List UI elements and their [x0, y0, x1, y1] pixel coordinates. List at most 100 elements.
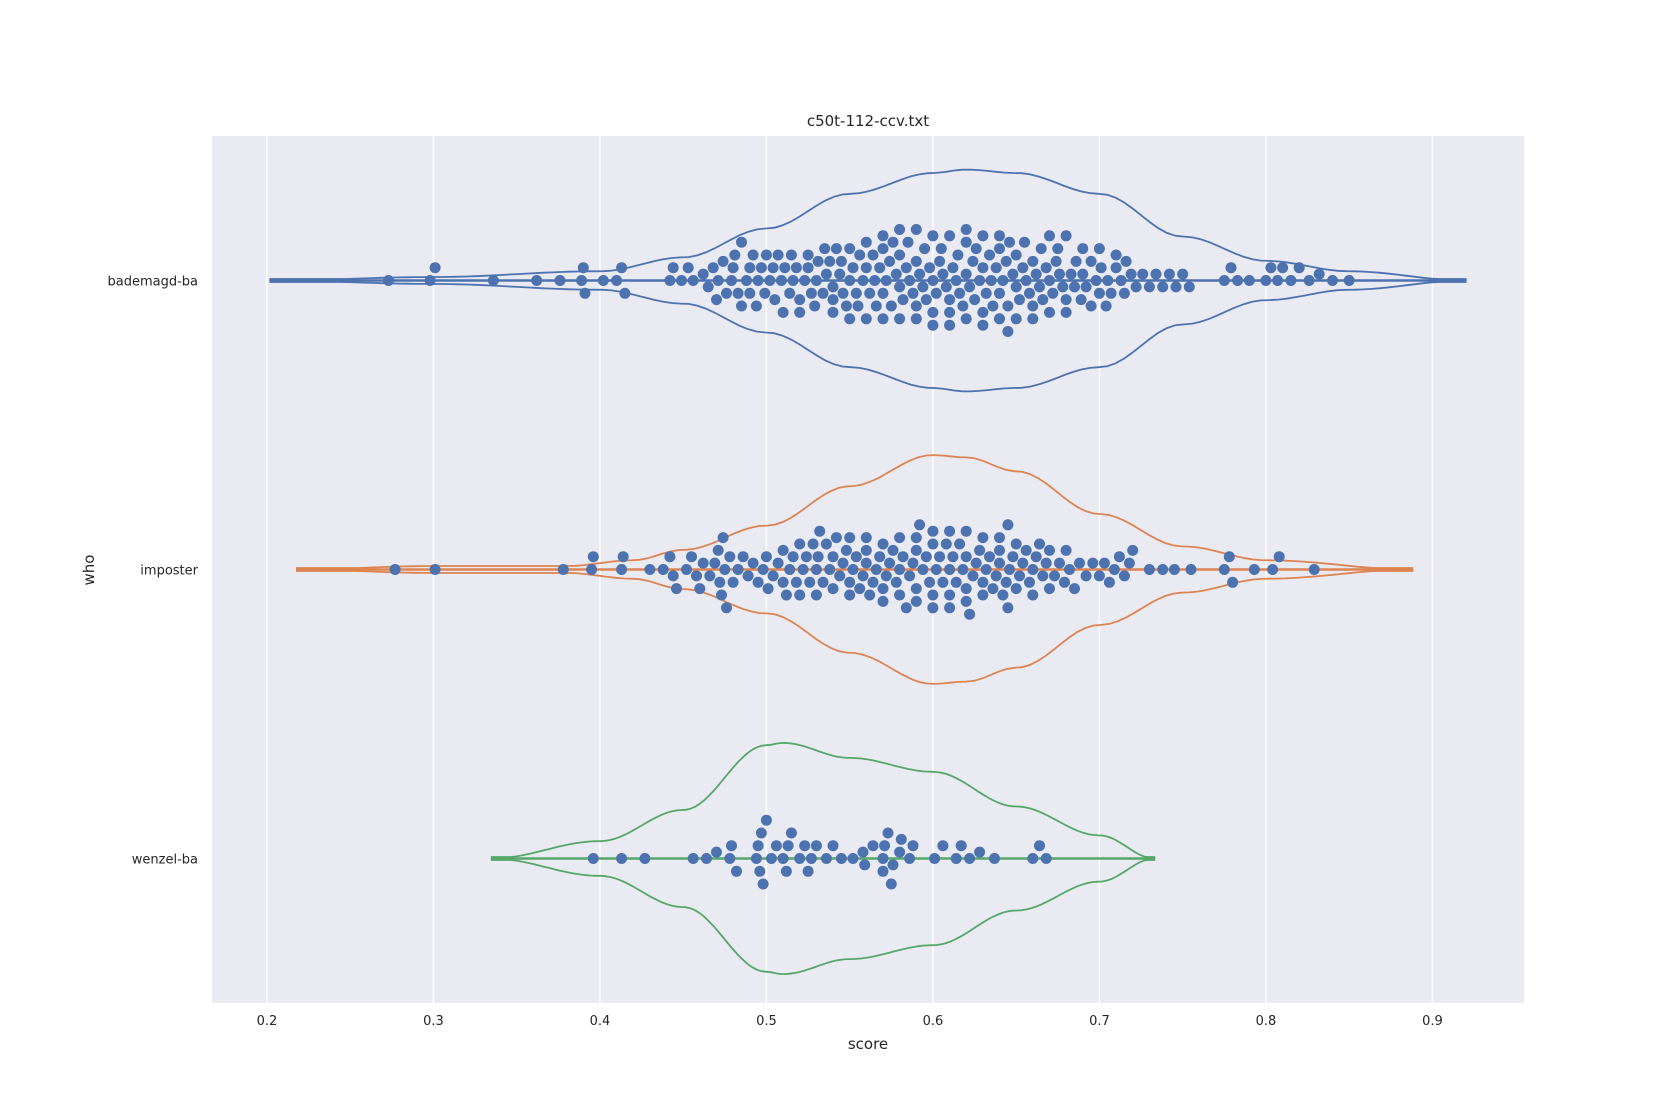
swarm-point	[1002, 300, 1014, 312]
swarm-point	[744, 262, 756, 274]
swarm-point	[782, 840, 794, 852]
swarm-point	[885, 878, 897, 890]
swarm-point	[834, 570, 846, 582]
swarm-point	[869, 275, 881, 286]
swarm-point	[1060, 544, 1072, 556]
swarm-point	[1007, 268, 1019, 280]
swarm-point	[737, 551, 749, 563]
swarm-point	[1102, 275, 1114, 286]
swarm-point	[914, 519, 926, 531]
swarm-point	[807, 538, 819, 550]
swarm-point	[927, 319, 939, 331]
swarm-point	[597, 275, 609, 286]
swarm-point	[1260, 275, 1272, 286]
swarm-point	[1010, 583, 1022, 595]
swarm-point	[1027, 564, 1039, 575]
swarm-point	[954, 287, 966, 299]
swarm-point	[1020, 544, 1032, 556]
swarm-point	[487, 275, 499, 286]
swarm-point	[934, 255, 946, 267]
swarm-point	[987, 583, 999, 595]
swarm-point	[910, 544, 922, 556]
swarm-point	[819, 243, 831, 255]
swarm-point	[687, 853, 699, 864]
swarm-point	[1034, 281, 1045, 293]
x-tick-label: 0.7	[1089, 1014, 1110, 1029]
swarm-point	[767, 262, 779, 274]
swarm-point	[967, 570, 979, 582]
swarm-point	[1085, 255, 1097, 267]
swarm-point	[797, 564, 809, 575]
swarm-point	[820, 853, 832, 864]
swarm-point	[554, 275, 566, 286]
swarm-point	[994, 230, 1005, 242]
swarm-point	[844, 243, 856, 255]
swarm-point	[1050, 255, 1062, 267]
swarm-point	[760, 249, 772, 261]
swarm-point	[812, 551, 824, 563]
swarm-point	[1044, 306, 1055, 318]
swarm-point	[935, 243, 947, 255]
swarm-point	[694, 583, 706, 595]
swarm-point	[957, 300, 969, 312]
swarm-point	[1100, 300, 1112, 312]
swarm-point	[1010, 313, 1022, 325]
swarm-point	[984, 249, 995, 261]
swarm-point	[985, 275, 997, 286]
chart-title: c50t-112-ccv.txt	[807, 112, 929, 130]
swarm-point	[1069, 583, 1080, 595]
swarm-point	[1044, 230, 1055, 242]
swarm-point	[707, 262, 719, 274]
swarm-point	[847, 564, 859, 575]
swarm-point	[944, 306, 956, 318]
swarm-point	[1093, 570, 1105, 582]
swarm-point	[834, 268, 846, 280]
swarm-point	[1087, 557, 1099, 569]
swarm-point	[1185, 564, 1197, 575]
swarm-point	[1074, 557, 1085, 569]
swarm-point	[904, 275, 916, 286]
swarm-point	[1027, 255, 1039, 267]
swarm-point	[997, 275, 1009, 286]
swarm-point	[772, 557, 784, 569]
swarm-point	[697, 268, 709, 280]
swarm-point	[1120, 255, 1132, 267]
swarm-point	[1080, 570, 1092, 582]
swarm-point	[1024, 576, 1035, 588]
swarm-point	[840, 544, 852, 556]
swarm-point	[810, 589, 822, 601]
swarm-point	[579, 287, 591, 299]
swarm-point	[809, 300, 821, 312]
swarm-point	[957, 564, 969, 575]
swarm-point	[1057, 281, 1069, 293]
swarm-point	[844, 313, 856, 325]
swarm-point	[882, 827, 894, 839]
y-axis-label: who	[80, 555, 98, 586]
swarm-point	[1047, 287, 1059, 299]
swarm-point	[860, 557, 872, 569]
swarm-point	[817, 287, 829, 299]
swarm-point	[1118, 287, 1130, 299]
swarm-point	[850, 287, 862, 299]
swarm-point	[1024, 287, 1035, 299]
swarm-point	[1110, 262, 1122, 274]
swarm-point	[1044, 544, 1055, 556]
swarm-point	[960, 551, 972, 563]
swarm-point	[1044, 275, 1055, 286]
swarm-point	[1218, 564, 1230, 575]
y-tick-label: imposter	[140, 564, 198, 579]
swarm-point	[970, 243, 982, 255]
swarm-point	[910, 300, 922, 312]
swarm-point	[667, 570, 679, 582]
swarm-point	[990, 570, 1002, 582]
swarm-point	[1313, 268, 1325, 280]
swarm-point	[890, 576, 902, 588]
swarm-point	[1243, 275, 1255, 286]
swarm-point	[1113, 551, 1125, 563]
swarm-point	[994, 532, 1005, 544]
swarm-point	[960, 224, 972, 235]
swarm-point	[930, 287, 942, 299]
swarm-point	[1157, 564, 1169, 575]
swarm-point	[1060, 230, 1072, 242]
